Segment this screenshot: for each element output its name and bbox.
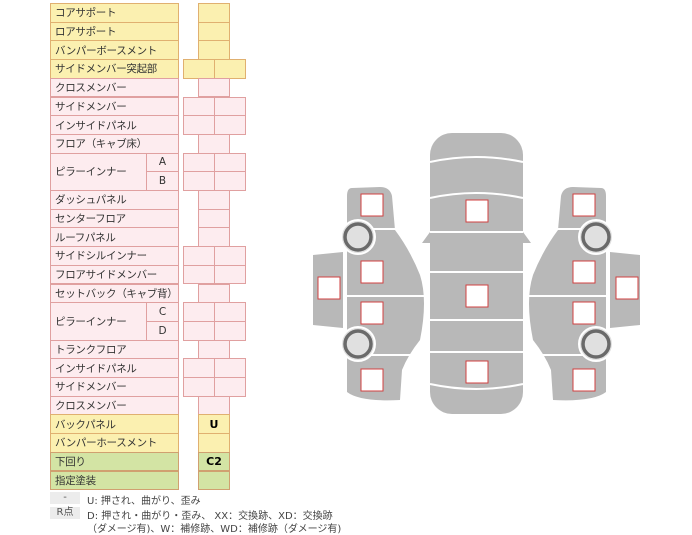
damage-cell-right[interactable] [214,377,246,397]
damage-cell[interactable] [198,470,230,491]
row-label: インサイドパネル [50,115,179,135]
row-label: サイドメンバー突起部 [50,59,179,79]
row-label: サイドメンバー [50,96,179,117]
car-right-side [529,187,606,401]
row-label: フロアサイドメンバー [50,264,179,285]
car-top [430,133,523,414]
damage-cell-right[interactable] [214,264,246,285]
mark-box[interactable] [360,193,384,217]
row-label: バックパネル [50,414,179,435]
mark-box[interactable] [572,193,596,217]
legend-key-dash: - [50,492,80,504]
row-sub-label: C [146,302,179,322]
row-label: クロスメンバー [50,77,179,98]
mark-box[interactable] [317,276,341,300]
mark-box[interactable] [465,284,489,308]
damage-cell-right[interactable] [214,115,246,135]
row-label: バンパーホースメント [50,433,179,453]
wheel-icon [343,222,373,252]
row-label: センターフロア [50,208,179,229]
damage-cell-right[interactable] [214,59,246,79]
legend-text-1: U: 押され、曲がり、歪み [87,496,201,507]
row-sub-label: A [146,152,179,173]
row-label: バンパーボースメント [50,40,179,61]
legend-text-2: D: 押され・曲がり・歪み、 XX：交換跡、XD：交換跡 [87,511,333,522]
mark-box[interactable] [360,301,384,325]
mark-box[interactable] [572,301,596,325]
row-label: クロスメンバー [50,395,179,416]
row-label: 下回り [50,451,179,472]
mark-box[interactable] [360,368,384,392]
row-label: フロア（キャブ床） [50,133,179,154]
mark-box[interactable] [360,260,384,284]
mark-box[interactable] [465,360,489,384]
mark-box[interactable] [465,199,489,223]
legend-key-r: R点 [50,507,80,519]
damage-cell-right[interactable] [214,320,246,341]
row-label: ピラーインナー [50,302,147,341]
wheel-icon [343,329,373,359]
mark-box[interactable] [615,276,639,300]
damage-cell-right[interactable] [214,171,246,191]
mark-box[interactable] [572,368,596,392]
legend-text-3: （ダメージ有)、W：補修跡、WD：補修跡（ダメージ有) [87,524,342,535]
wheel-icon [581,222,611,252]
wheel-icon [581,329,611,359]
row-label: サイドシルインナー [50,246,179,266]
car-left-side [347,187,424,401]
mark-box[interactable] [572,260,596,284]
row-label: 指定塗装 [50,470,179,491]
row-label: ピラーインナー [50,152,147,191]
